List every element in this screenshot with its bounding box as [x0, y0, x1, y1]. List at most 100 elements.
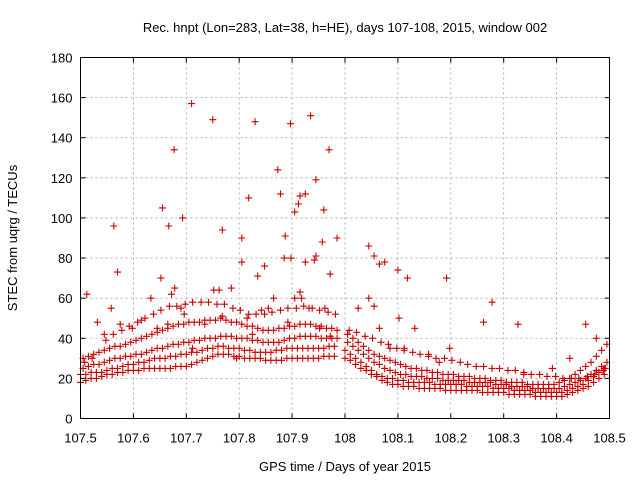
- data-point: [514, 320, 522, 328]
- data-point: [164, 342, 172, 350]
- data-point: [185, 338, 193, 346]
- data-point: [574, 382, 582, 390]
- data-point: [590, 378, 598, 386]
- data-point: [201, 320, 209, 328]
- data-point: [418, 372, 426, 380]
- data-point: [143, 348, 151, 356]
- data-point: [441, 354, 448, 362]
- data-point: [365, 294, 373, 302]
- data-point: [182, 362, 190, 370]
- data-point: [135, 366, 143, 374]
- data-point: [245, 194, 253, 202]
- data-point: [157, 274, 165, 282]
- data-point: [280, 336, 288, 344]
- data-point: [238, 258, 246, 266]
- data-point: [409, 348, 417, 356]
- data-point: [360, 342, 367, 350]
- data-point: [83, 290, 91, 298]
- data-point: [320, 206, 328, 214]
- data-point: [386, 366, 394, 374]
- data-point: [480, 318, 488, 326]
- data-point: [324, 308, 332, 316]
- data-point: [291, 294, 299, 302]
- data-point: [353, 328, 361, 336]
- data-point: [325, 146, 333, 154]
- data-point: [248, 322, 256, 330]
- data-point: [321, 304, 329, 312]
- data-point: [165, 302, 173, 310]
- data-point: [148, 346, 156, 354]
- x-tick-label: 108.2: [435, 431, 468, 446]
- data-point: [571, 378, 579, 386]
- y-tick-label: 100: [51, 211, 73, 226]
- data-point: [582, 362, 590, 370]
- data-point: [270, 326, 278, 334]
- data-point: [278, 346, 285, 354]
- data-point: [381, 354, 389, 362]
- data-point: [393, 344, 401, 352]
- data-point: [189, 344, 197, 352]
- data-point: [416, 350, 424, 358]
- data-point: [391, 358, 399, 366]
- data-point: [209, 116, 217, 124]
- data-point: [173, 302, 181, 310]
- data-point: [330, 342, 338, 350]
- data-point: [127, 352, 135, 360]
- data-point: [566, 354, 574, 362]
- data-point: [536, 370, 544, 378]
- data-point: [328, 324, 336, 332]
- data-point: [300, 302, 308, 310]
- data-points: [77, 100, 611, 400]
- data-point: [204, 354, 211, 362]
- data-point: [243, 334, 251, 342]
- data-point: [284, 318, 292, 326]
- data-point: [118, 326, 126, 334]
- data-point: [197, 298, 205, 306]
- data-point: [257, 306, 265, 314]
- data-point: [349, 334, 357, 342]
- data-point: [281, 232, 289, 240]
- data-point: [402, 370, 410, 378]
- data-point: [116, 320, 124, 328]
- data-point: [218, 226, 226, 234]
- data-point: [496, 364, 503, 372]
- data-point: [147, 294, 155, 302]
- data-point: [601, 364, 609, 372]
- data-point: [88, 354, 96, 362]
- data-point: [251, 118, 259, 126]
- data-point: [412, 364, 420, 372]
- data-point: [464, 360, 472, 368]
- data-point: [82, 370, 90, 378]
- data-point: [375, 324, 383, 332]
- data-point: [219, 342, 227, 350]
- data-point: [90, 350, 98, 358]
- data-point: [95, 348, 103, 356]
- x-tick-label: 108.4: [540, 431, 573, 446]
- data-point: [92, 374, 100, 382]
- data-point: [254, 324, 262, 332]
- data-point: [179, 214, 187, 222]
- data-point: [98, 368, 106, 376]
- y-axis-label: STEC from uqrg / TECUs: [5, 164, 20, 311]
- data-point: [145, 356, 153, 364]
- data-point: [423, 366, 431, 374]
- data-point: [488, 364, 496, 372]
- grid-lines: [80, 57, 610, 419]
- data-point: [213, 300, 221, 308]
- data-point: [426, 378, 434, 386]
- data-point: [465, 372, 473, 380]
- data-point: [362, 362, 370, 370]
- data-point: [354, 304, 362, 312]
- data-point: [378, 372, 386, 380]
- data-point: [106, 356, 114, 364]
- data-point: [246, 346, 254, 354]
- data-point: [472, 362, 480, 370]
- data-point: [558, 388, 566, 396]
- data-point: [316, 324, 324, 332]
- data-point: [391, 368, 399, 376]
- data-point: [245, 310, 253, 318]
- data-point: [127, 338, 135, 346]
- chart-title: Rec. hnpt (Lon=283, Lat=38, h=HE), days …: [143, 20, 547, 35]
- data-point: [354, 338, 362, 346]
- data-point: [301, 190, 309, 198]
